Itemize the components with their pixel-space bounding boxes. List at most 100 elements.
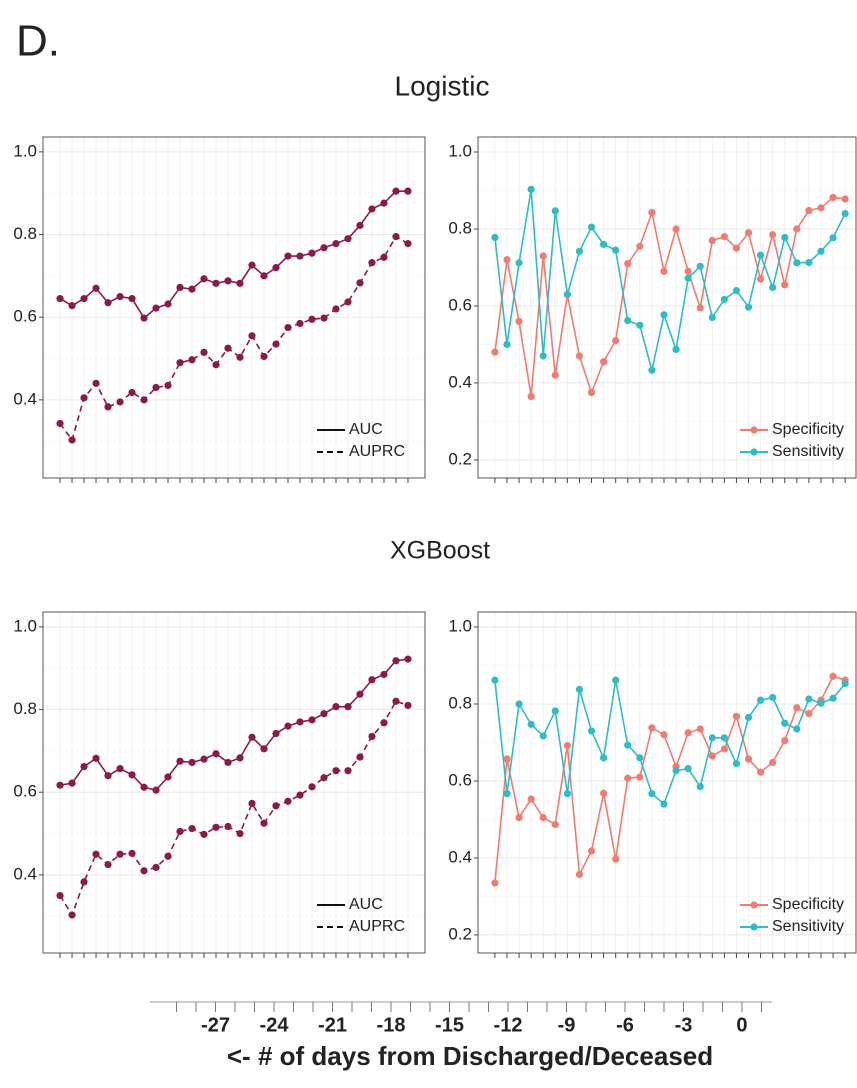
data-point (793, 725, 801, 733)
data-point (368, 732, 376, 741)
data-point (636, 754, 644, 762)
data-point (188, 356, 196, 364)
data-point (404, 655, 412, 663)
data-point (720, 745, 728, 753)
data-point (56, 891, 64, 900)
data-point (672, 345, 680, 354)
x-tick-label: -27 (201, 1014, 230, 1036)
data-point (308, 716, 316, 724)
x-tick-label: 0 (736, 1014, 747, 1036)
data-point (128, 849, 136, 857)
data-point (332, 240, 340, 248)
y-tick-label: 0.6 (13, 307, 37, 326)
data-point (116, 765, 124, 773)
data-point (260, 745, 268, 753)
legend-label: Specificity (772, 896, 844, 913)
data-point (539, 813, 547, 822)
data-point (769, 231, 777, 239)
data-point (248, 733, 256, 741)
plot-background (43, 612, 425, 953)
data-point (404, 701, 412, 710)
x-tick-label: -15 (435, 1014, 464, 1036)
row-title: Logistic (395, 70, 490, 101)
data-point (308, 315, 316, 323)
data-point (660, 731, 668, 739)
data-point (248, 799, 256, 807)
data-point (236, 829, 244, 838)
data-point (332, 305, 340, 313)
data-point (356, 753, 364, 761)
data-point (744, 713, 753, 722)
y-tick-label: 0.8 (448, 693, 472, 712)
data-point (176, 827, 184, 836)
data-point (92, 850, 100, 858)
data-point (491, 879, 499, 887)
data-point (212, 823, 220, 831)
data-point (587, 847, 596, 855)
data-point (781, 719, 789, 727)
data-point (829, 234, 837, 242)
data-point (332, 767, 340, 775)
data-point (368, 259, 376, 267)
x-tick-label: -21 (318, 1014, 347, 1036)
data-point (128, 388, 136, 397)
data-point (140, 783, 148, 791)
data-point (624, 316, 632, 325)
data-point (732, 286, 741, 295)
data-point (176, 283, 184, 292)
data-point (260, 352, 268, 361)
legend-label: AUC (349, 421, 383, 438)
y-tick-label: 0.8 (13, 699, 37, 718)
data-point (380, 253, 388, 261)
data-point (104, 860, 112, 869)
data-point (756, 768, 765, 776)
data-point (344, 298, 352, 306)
data-point (575, 352, 584, 360)
data-point (720, 295, 728, 304)
data-point (491, 233, 499, 242)
data-point (272, 340, 280, 348)
data-point (769, 758, 777, 767)
data-point (236, 279, 244, 287)
data-point (575, 685, 584, 693)
data-point (515, 813, 523, 822)
data-point (248, 261, 256, 269)
data-point (116, 398, 124, 406)
data-point (708, 752, 716, 760)
y-tick-label: 0.6 (448, 295, 472, 314)
data-point (140, 867, 148, 875)
y-tick-label: 0.6 (448, 770, 472, 789)
data-point (732, 760, 741, 768)
data-point (308, 249, 316, 257)
data-point (769, 283, 777, 292)
data-point (587, 223, 596, 231)
data-point (563, 290, 571, 299)
data-point (551, 371, 559, 379)
data-point (660, 311, 668, 319)
data-point (612, 855, 620, 863)
data-point (696, 304, 704, 312)
data-point (841, 209, 849, 218)
data-point (624, 260, 632, 268)
data-point (80, 878, 88, 886)
data-point (769, 693, 777, 702)
data-point (188, 824, 196, 833)
data-point (188, 285, 196, 293)
data-point (551, 207, 559, 215)
data-point (284, 323, 292, 332)
data-point (356, 690, 364, 698)
data-point (696, 783, 704, 791)
data-point (587, 388, 596, 397)
data-point (200, 755, 208, 763)
data-point (92, 754, 100, 762)
data-point (284, 722, 292, 730)
data-point (612, 676, 620, 684)
data-point (152, 786, 160, 794)
y-tick-label: 0.8 (13, 224, 37, 243)
data-point (116, 850, 124, 858)
data-point (708, 236, 716, 245)
legend-label: AUPRC (349, 443, 405, 460)
data-point (224, 758, 232, 767)
data-point (224, 344, 232, 352)
data-point (308, 783, 316, 791)
